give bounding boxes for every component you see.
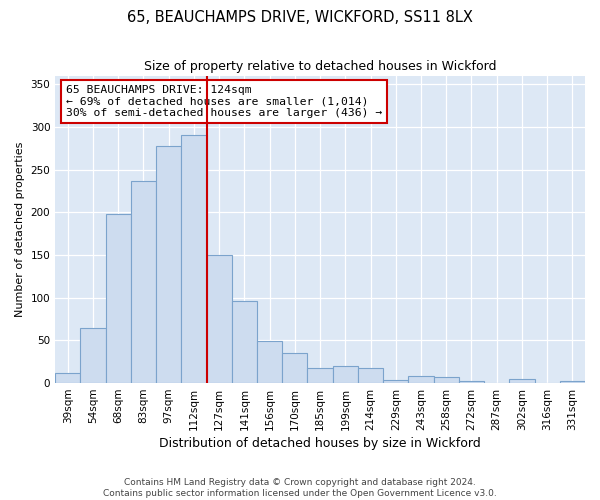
Bar — [383, 380, 409, 383]
Bar — [131, 180, 156, 383]
Bar — [181, 136, 206, 383]
Text: 65 BEAUCHAMPS DRIVE: 124sqm
← 69% of detached houses are smaller (1,014)
30% of : 65 BEAUCHAMPS DRIVE: 124sqm ← 69% of det… — [66, 85, 382, 118]
Bar — [206, 255, 232, 383]
Bar — [106, 214, 131, 383]
Text: 65, BEAUCHAMPS DRIVE, WICKFORD, SS11 8LX: 65, BEAUCHAMPS DRIVE, WICKFORD, SS11 8LX — [127, 10, 473, 25]
Bar — [232, 301, 257, 383]
X-axis label: Distribution of detached houses by size in Wickford: Distribution of detached houses by size … — [159, 437, 481, 450]
Bar — [409, 376, 434, 383]
Bar — [282, 353, 307, 383]
Bar — [332, 366, 358, 383]
Bar — [434, 377, 459, 383]
Bar — [459, 382, 484, 383]
Bar — [358, 368, 383, 383]
Bar — [55, 373, 80, 383]
Bar — [509, 379, 535, 383]
Y-axis label: Number of detached properties: Number of detached properties — [15, 142, 25, 317]
Bar — [257, 341, 282, 383]
Text: Contains HM Land Registry data © Crown copyright and database right 2024.
Contai: Contains HM Land Registry data © Crown c… — [103, 478, 497, 498]
Bar — [156, 146, 181, 383]
Title: Size of property relative to detached houses in Wickford: Size of property relative to detached ho… — [144, 60, 496, 73]
Bar — [307, 368, 332, 383]
Bar — [560, 380, 585, 383]
Bar — [80, 328, 106, 383]
